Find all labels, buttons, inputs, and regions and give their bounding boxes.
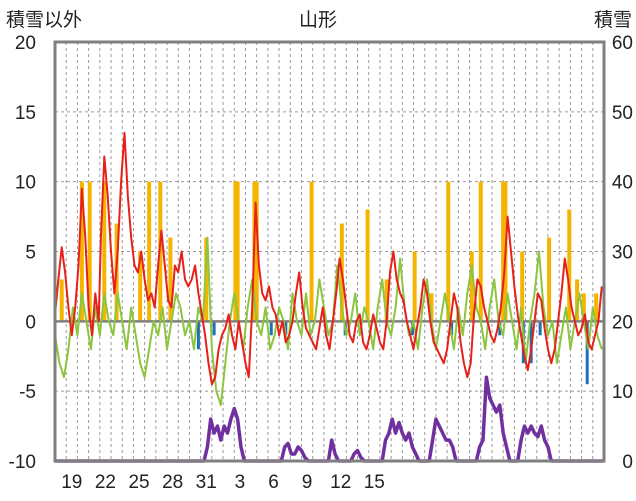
left-axis-ticks: 20 15 10 5 0 -5 -10 xyxy=(9,33,36,473)
precip-bar xyxy=(384,279,389,322)
x-tick-label: 31 xyxy=(196,472,217,493)
precip-bar xyxy=(581,293,586,322)
precip-bar-blue xyxy=(410,321,414,336)
precip-bar xyxy=(478,181,483,322)
x-tick-label: 9 xyxy=(302,472,313,493)
x-tick-label: 28 xyxy=(162,472,183,493)
precip-bar-blue xyxy=(450,321,454,336)
precip-bar xyxy=(59,279,64,322)
left-tick-label: 15 xyxy=(15,103,36,124)
x-tick-label: 15 xyxy=(364,472,385,493)
grid xyxy=(55,42,604,461)
x-tick-label: 12 xyxy=(330,472,351,493)
precip-bar-blue xyxy=(269,321,273,336)
precip-bar xyxy=(233,181,238,322)
left-tick-label: 5 xyxy=(25,243,36,264)
left-tick-label: 0 xyxy=(25,312,36,333)
precip-bar xyxy=(469,251,474,322)
precip-bar xyxy=(309,181,314,322)
left-axis-label: 積雪以外 xyxy=(6,9,82,31)
temperature-line xyxy=(54,131,603,386)
right-tick-label: 20 xyxy=(612,312,633,333)
precip-bar-blue xyxy=(284,321,288,336)
precip-bar xyxy=(235,181,240,322)
right-axis-ticks: 60 50 40 30 20 10 0 xyxy=(612,33,633,473)
precip-bar xyxy=(365,209,370,322)
x-tick-label: 19 xyxy=(61,472,82,493)
precip-bar xyxy=(412,251,417,322)
precip-bar-blue xyxy=(498,321,502,336)
precip-bar-blue xyxy=(196,321,200,350)
precip-bar xyxy=(79,181,84,322)
x-tick-label: 22 xyxy=(95,472,116,493)
precip-bar xyxy=(501,181,506,322)
precip-bar-blue xyxy=(538,321,542,336)
right-tick-label: 40 xyxy=(612,173,633,194)
left-tick-label: 20 xyxy=(15,33,36,54)
snow-depth-line xyxy=(55,375,603,463)
precip-bar xyxy=(567,209,572,322)
left-tick-label: 10 xyxy=(15,173,36,194)
right-tick-label: 30 xyxy=(612,243,633,264)
right-tick-label: 0 xyxy=(622,452,633,473)
x-tick-label: 25 xyxy=(128,472,149,493)
precipitation-bars xyxy=(55,181,604,385)
series-lines xyxy=(54,131,603,463)
precip-bar xyxy=(138,251,143,322)
precip-bar-blue xyxy=(212,321,216,336)
precip-bar xyxy=(204,237,209,322)
precip-bar xyxy=(87,181,92,322)
precip-bar xyxy=(575,279,580,322)
precip-bar xyxy=(594,293,599,322)
right-axis-label: 積雪 xyxy=(594,9,632,31)
precip-bar-blue xyxy=(585,321,589,385)
chart-title: 山形 xyxy=(299,9,337,31)
x-tick-label: 6 xyxy=(268,472,279,493)
precip-bar xyxy=(168,237,173,322)
right-tick-label: 60 xyxy=(612,33,633,54)
plot-frame xyxy=(53,40,606,463)
right-tick-label: 10 xyxy=(612,382,633,403)
precip-bar xyxy=(446,181,451,322)
precip-bar xyxy=(102,181,107,322)
x-tick-label: 3 xyxy=(235,472,246,493)
left-tick-label: -5 xyxy=(19,382,36,403)
green-series-line xyxy=(54,236,603,407)
precip-bar xyxy=(254,181,259,322)
precip-bar xyxy=(520,251,525,322)
x-axis-ticks: 19 22 25 28 31 3 6 9 12 15 xyxy=(61,472,385,493)
left-tick-label: -10 xyxy=(9,452,36,473)
precip-bar xyxy=(429,293,434,322)
precip-bar xyxy=(547,237,552,322)
precip-bar xyxy=(147,181,152,322)
right-tick-label: 50 xyxy=(612,103,633,124)
